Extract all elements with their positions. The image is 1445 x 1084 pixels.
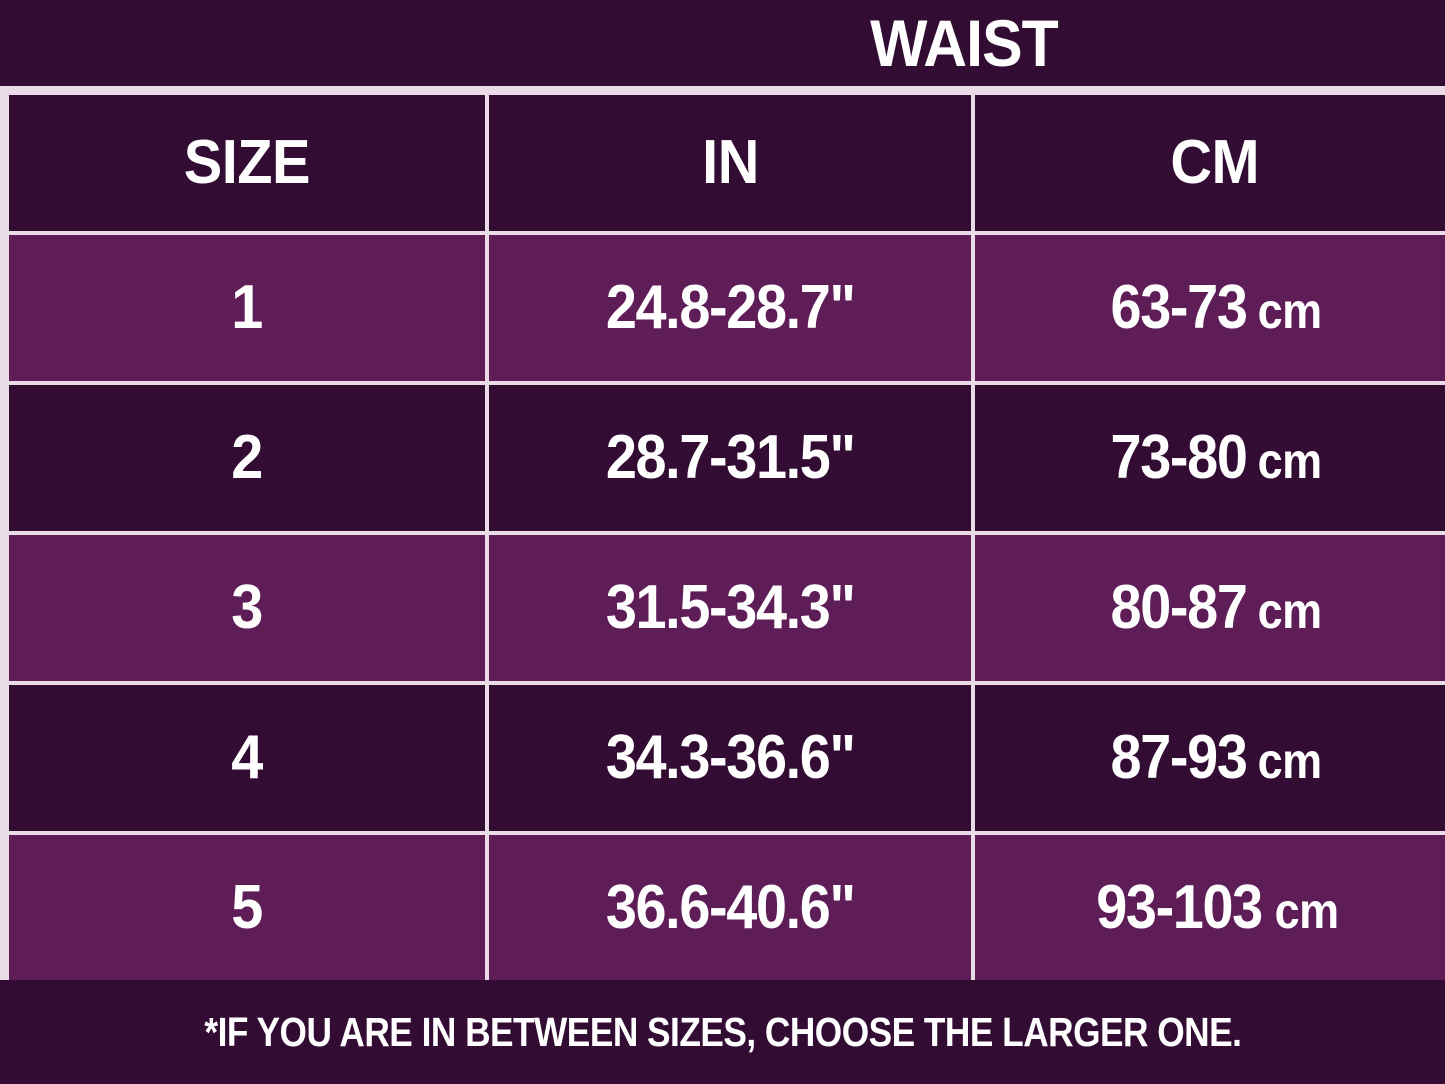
cell-inches: 36.6-40.6": [489, 835, 971, 981]
table-row: 3 31.5-34.3" 80-87 cm: [9, 535, 1445, 681]
cell-centimeters: 73-80 cm: [975, 385, 1445, 531]
table-row: 5 36.6-40.6" 93-103 cm: [9, 835, 1445, 981]
centimeters-value: 87-93: [1110, 723, 1248, 792]
cell-size: 4: [9, 685, 485, 831]
page-title: WAIST: [869, 6, 1059, 80]
cell-centimeters: 93-103 cm: [975, 835, 1445, 981]
size-value: 3: [230, 573, 264, 642]
table-row: 4 34.3-36.6" 87-93 cm: [9, 685, 1445, 831]
cell-inches: 24.8-28.7": [489, 235, 971, 381]
column-header-cm-label: CM: [1170, 128, 1259, 197]
size-value: 1: [230, 273, 264, 342]
size-table-container: SIZE IN CM 1 24.8-28.7": [0, 86, 1445, 981]
size-table: SIZE IN CM 1 24.8-28.7": [5, 91, 1445, 985]
column-header-cm: CM: [975, 95, 1445, 231]
cell-centimeters: 63-73 cm: [975, 235, 1445, 381]
size-value: 4: [230, 723, 264, 792]
footer-note-band: *IF YOU ARE IN BETWEEN SIZES, CHOOSE THE…: [0, 980, 1445, 1084]
centimeters-unit: cm: [1274, 883, 1339, 939]
column-header-in: IN: [489, 95, 971, 231]
cell-size: 2: [9, 385, 485, 531]
table-row: 1 24.8-28.7" 63-73 cm: [9, 235, 1445, 381]
inches-value: 24.8-28.7": [605, 273, 856, 342]
column-header-size: SIZE: [9, 95, 485, 231]
centimeters-unit: cm: [1257, 283, 1323, 339]
cell-size: 1: [9, 235, 485, 381]
cell-inches: 28.7-31.5": [489, 385, 971, 531]
centimeters-unit: cm: [1257, 583, 1323, 639]
centimeters-value: 73-80: [1110, 423, 1248, 492]
column-header-size-label: SIZE: [183, 128, 311, 197]
table-header-row: SIZE IN CM: [9, 95, 1445, 231]
size-value: 2: [230, 423, 264, 492]
centimeters-unit: cm: [1257, 733, 1323, 789]
size-value: 5: [230, 873, 264, 942]
cell-size: 5: [9, 835, 485, 981]
inches-value: 36.6-40.6": [605, 873, 856, 942]
chart-title-band: WAIST: [0, 0, 1445, 86]
sizing-advice-note: *IF YOU ARE IN BETWEEN SIZES, CHOOSE THE…: [204, 1008, 1241, 1055]
cell-centimeters: 87-93 cm: [975, 685, 1445, 831]
table-row: 2 28.7-31.5" 73-80 cm: [9, 385, 1445, 531]
inches-value: 28.7-31.5": [605, 423, 856, 492]
cell-size: 3: [9, 535, 485, 681]
inches-value: 34.3-36.6": [605, 723, 856, 792]
cell-inches: 31.5-34.3": [489, 535, 971, 681]
cell-inches: 34.3-36.6": [489, 685, 971, 831]
centimeters-value: 63-73: [1110, 273, 1248, 342]
centimeters-value: 93-103: [1096, 873, 1263, 942]
centimeters-value: 80-87: [1110, 573, 1248, 642]
centimeters-unit: cm: [1257, 433, 1323, 489]
inches-value: 31.5-34.3": [605, 573, 856, 642]
cell-centimeters: 80-87 cm: [975, 535, 1445, 681]
column-header-in-label: IN: [701, 128, 759, 197]
